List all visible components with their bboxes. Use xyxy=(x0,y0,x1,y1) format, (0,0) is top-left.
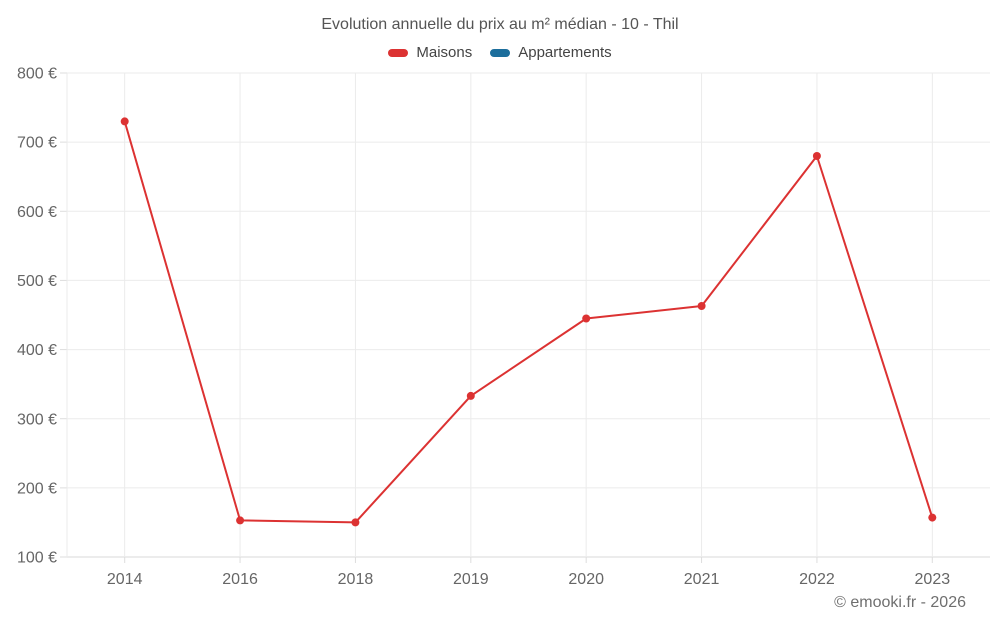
x-axis-label: 2021 xyxy=(684,571,720,588)
x-axis-label: 2022 xyxy=(799,571,835,588)
data-point-maisons-2022[interactable] xyxy=(812,152,821,160)
y-axis-label: 400 € xyxy=(17,342,57,359)
data-point-maisons-2016[interactable] xyxy=(236,516,245,525)
x-axis-label: 2014 xyxy=(107,571,143,588)
chart-legend: Maisons Appartements xyxy=(0,44,1000,61)
y-axis-label: 800 € xyxy=(17,66,57,83)
chart-title: Evolution annuelle du prix au m² médian … xyxy=(321,16,679,33)
data-point-maisons-2014[interactable] xyxy=(120,117,129,126)
legend-item-maisons[interactable]: Maisons xyxy=(388,44,472,61)
x-axis-label: 2023 xyxy=(915,571,951,588)
y-axis-label: 500 € xyxy=(17,273,57,290)
x-axis-label: 2018 xyxy=(338,571,374,588)
legend-label-maisons: Maisons xyxy=(416,44,473,61)
y-axis-label: 300 € xyxy=(17,411,57,428)
legend-item-appartements[interactable]: Appartements xyxy=(490,44,612,61)
y-axis-label: 200 € xyxy=(17,480,57,497)
y-axis-label: 700 € xyxy=(17,135,57,152)
data-point-maisons-2023[interactable] xyxy=(928,513,937,522)
x-axis-label: 2020 xyxy=(568,571,604,588)
series-line-maisons xyxy=(123,121,934,524)
legend-label-appartements: Appartements xyxy=(518,44,612,61)
data-point-maisons-2020[interactable] xyxy=(582,314,591,323)
data-point-maisons-2019[interactable] xyxy=(466,391,475,400)
y-axis-label: 600 € xyxy=(17,204,57,221)
data-point-maisons-2021[interactable] xyxy=(697,302,706,310)
x-axis-label: 2019 xyxy=(453,571,489,588)
legend-swatch-maisons-icon xyxy=(388,48,409,57)
legend-swatch-appartements-icon xyxy=(490,48,511,57)
copyright-credit: © emooki.fr - 2026 xyxy=(834,594,966,611)
y-axis-label: 100 € xyxy=(17,550,57,567)
x-axis-label: 2016 xyxy=(222,571,258,588)
data-point-maisons-2018[interactable] xyxy=(351,518,360,527)
